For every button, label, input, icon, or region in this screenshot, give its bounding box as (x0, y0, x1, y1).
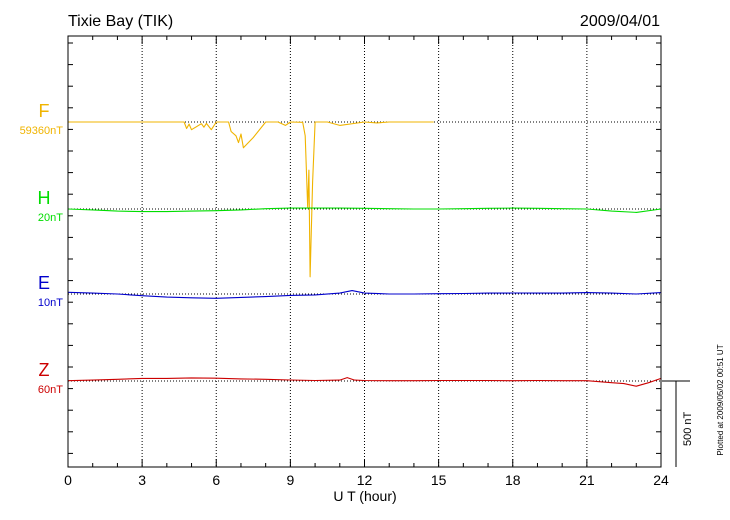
series-lines (67, 121, 662, 387)
x-axis-label: U T (hour) (333, 488, 396, 504)
x-tick-label: 0 (64, 472, 72, 488)
chart-title-date: 2009/04/01 (580, 13, 660, 30)
plotted-timestamp: Plotted at 2009/05/02 00:51 UT (716, 344, 725, 455)
series-line-E (67, 290, 662, 299)
x-tick-label: 21 (579, 472, 595, 488)
x-tick-label: 24 (653, 472, 669, 488)
x-tick-label: 18 (505, 472, 521, 488)
x-tick-label: 9 (286, 472, 294, 488)
series-labels: F 59360nT H 20nT E 10nT Z 60nT (20, 101, 64, 396)
axes: 0 3 6 9 12 15 18 21 24 (64, 35, 669, 488)
x-tick-label: 15 (431, 472, 447, 488)
series-scale-F: 59360nT (20, 125, 64, 137)
scale-bar: 500 nT (662, 380, 694, 467)
series-line-F (68, 121, 434, 278)
scale-bar-label: 500 nT (682, 411, 694, 446)
x-tick-label: 6 (212, 472, 220, 488)
grid (141, 36, 588, 467)
x-tick-label: 3 (138, 472, 146, 488)
chart-title-station: Tixie Bay (TIK) (68, 13, 173, 30)
series-scale-H: 20nT (38, 212, 63, 224)
series-line-Z (67, 377, 662, 387)
series-label-F: F (39, 101, 50, 121)
x-tick-label: 12 (357, 472, 373, 488)
series-scale-E: 10nT (38, 297, 63, 309)
series-scale-Z: 60nT (38, 384, 63, 396)
series-label-H: H (38, 188, 51, 208)
series-label-E: E (38, 273, 50, 293)
series-label-Z: Z (39, 360, 50, 380)
series-line-H (67, 207, 662, 213)
